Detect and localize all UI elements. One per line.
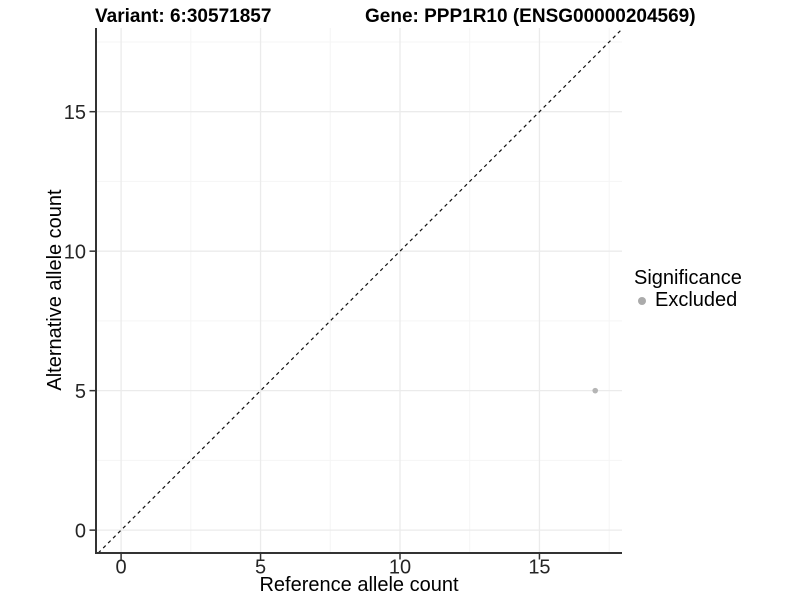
x-tick-label: 5: [255, 557, 266, 579]
data-point: [592, 387, 599, 394]
x-tick-label: 10: [389, 557, 411, 579]
y-tick-label: 5: [75, 381, 86, 403]
y-tick-label: 0: [75, 521, 86, 543]
plot-title-variant: Variant: 6:30571857: [95, 6, 272, 27]
x-tick-label: 15: [528, 557, 550, 579]
x-axis-title: Reference allele count: [259, 574, 459, 596]
legend: Significance Excluded: [634, 267, 742, 311]
x-tick-label: 0: [116, 557, 127, 579]
legend-item-excluded: Excluded: [634, 290, 742, 311]
plot-title-gene: Gene: PPP1R10 (ENSG00000204569): [365, 6, 696, 27]
y-tick-label: 15: [64, 102, 86, 124]
y-axis-title: Alternative allele count: [44, 189, 66, 391]
legend-title: Significance: [634, 267, 742, 289]
identity-dashed-line: [97, 28, 623, 554]
y-tick-label: 10: [64, 242, 86, 264]
legend-point-icon: [638, 296, 646, 305]
legend-item-label: Excluded: [655, 289, 738, 311]
